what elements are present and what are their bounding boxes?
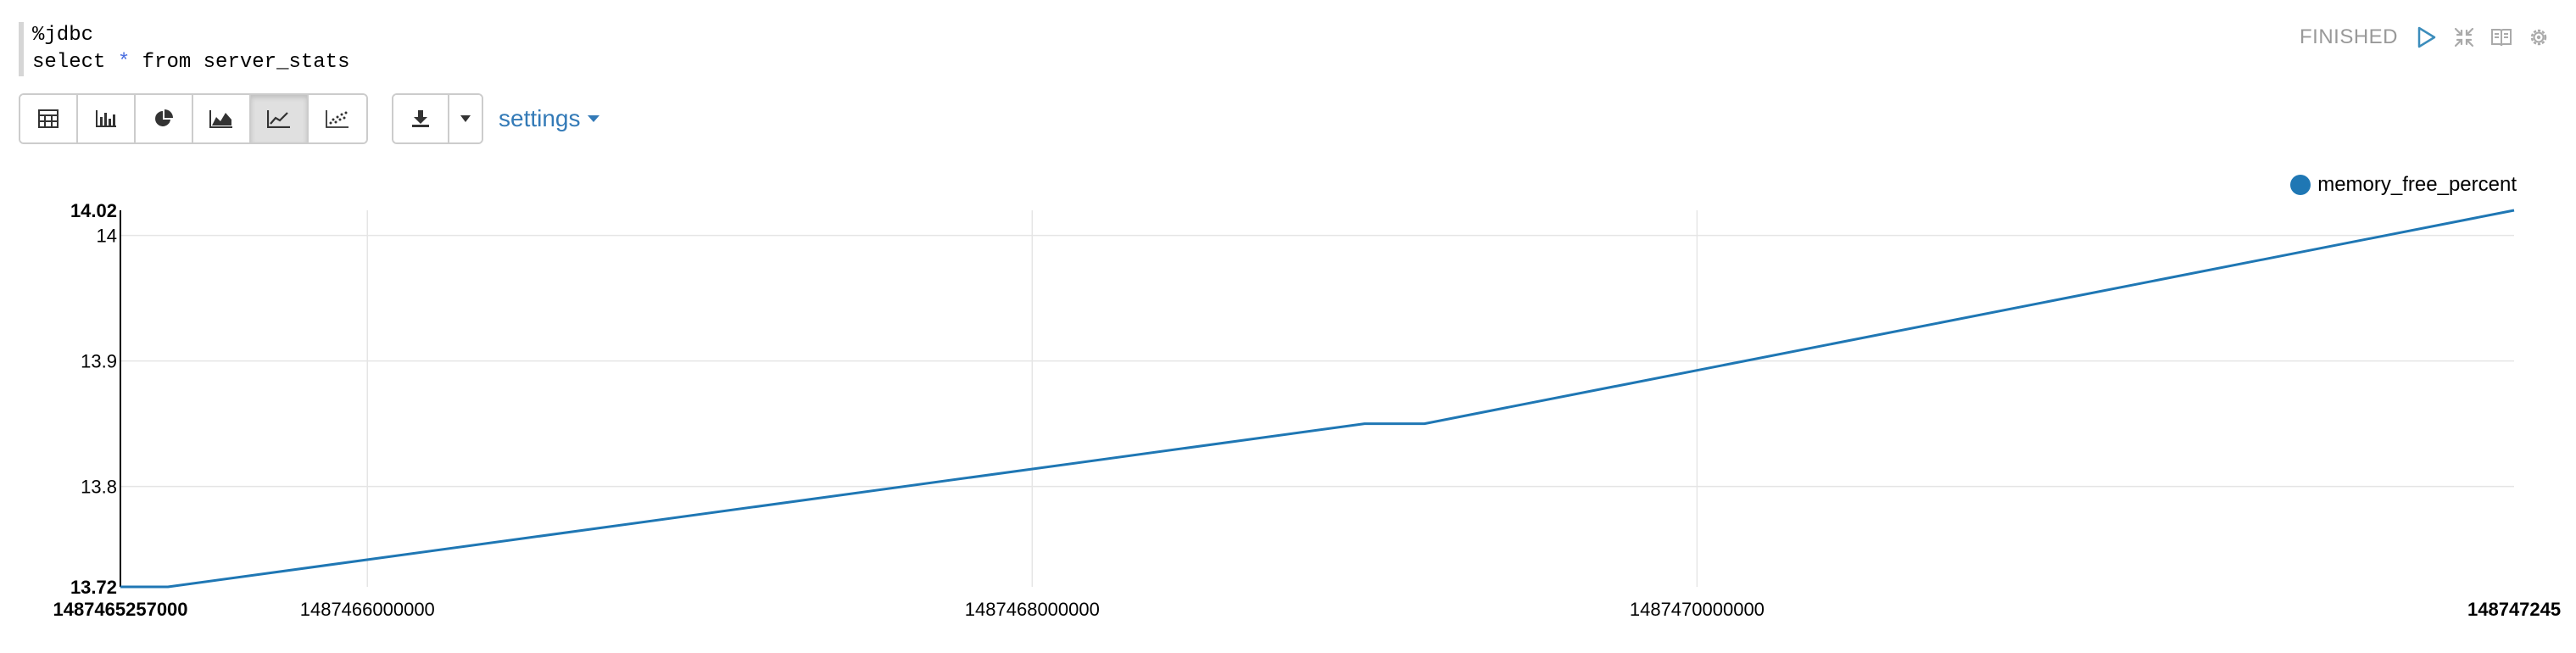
scatter-chart-button[interactable] [309, 95, 366, 142]
x-tick-label: 1487465257000 [53, 599, 187, 620]
download-icon [412, 110, 429, 127]
code-keyword-select: select [32, 51, 118, 74]
line-chart: memory_free_percent 13.72 13.8 13.9 14 14.02… [0, 161, 2576, 653]
area-chart-icon [209, 110, 232, 128]
bar-chart-icon [96, 110, 116, 127]
table-view-button[interactable] [20, 95, 78, 142]
chart-canvas: 13.72 13.8 13.9 14 14.02 1487465257000 1487466… [53, 200, 2561, 620]
legend-item-memory-free-percent[interactable]: memory_free_percent [2290, 173, 2517, 197]
caret-down-icon [587, 115, 599, 122]
download-options-button[interactable] [449, 95, 482, 142]
pie-chart-icon [155, 109, 173, 126]
scatter-chart-icon [326, 110, 348, 128]
code-line-interpreter: %jdbc [32, 24, 94, 47]
x-tick-label: 148747245 [2467, 599, 2561, 620]
area-chart-button[interactable] [193, 95, 251, 142]
gear-icon[interactable] [2527, 25, 2551, 49]
code-line-query: select * from server_stats [32, 49, 1389, 76]
paragraph-status-bar: FINISHED [2300, 22, 2551, 53]
status-text: FINISHED [2299, 25, 2398, 48]
y-tick-label: 13.9 [81, 351, 117, 372]
x-tick-label: 1487470000000 [1630, 599, 1765, 620]
bar-chart-button[interactable] [78, 95, 136, 142]
code-operator-star: * [117, 51, 131, 74]
legend-label: memory_free_percent [2317, 173, 2517, 196]
play-icon[interactable] [2415, 25, 2439, 49]
collapse-icon[interactable] [2452, 25, 2476, 49]
download-button-group [392, 93, 483, 144]
settings-label: settings [499, 105, 581, 131]
visualization-button-group [19, 93, 368, 144]
x-tick-label: 1487468000000 [965, 599, 1100, 620]
table-icon [38, 109, 59, 128]
book-icon[interactable] [2490, 25, 2513, 49]
x-tick-label: 1487466000000 [300, 599, 435, 620]
legend-marker-icon [2290, 175, 2311, 195]
visualization-toolbar: settings [19, 93, 599, 144]
y-tick-label: 14 [97, 226, 117, 247]
series-line-memory-free-percent [120, 209, 2515, 589]
y-tick-label: 13.72 [70, 577, 117, 598]
download-button[interactable] [393, 95, 449, 142]
y-tick-label: 14.02 [70, 200, 117, 221]
code-editor[interactable]: %jdbc select * from server_stats [19, 22, 1389, 76]
chevron-down-icon [460, 115, 471, 122]
code-from-clause: from server_stats [130, 51, 350, 74]
y-tick-label: 13.8 [81, 477, 117, 498]
settings-dropdown[interactable]: settings [499, 105, 599, 132]
line-chart-button[interactable] [251, 95, 309, 142]
line-chart-icon [267, 110, 290, 128]
pie-chart-button[interactable] [136, 95, 193, 142]
